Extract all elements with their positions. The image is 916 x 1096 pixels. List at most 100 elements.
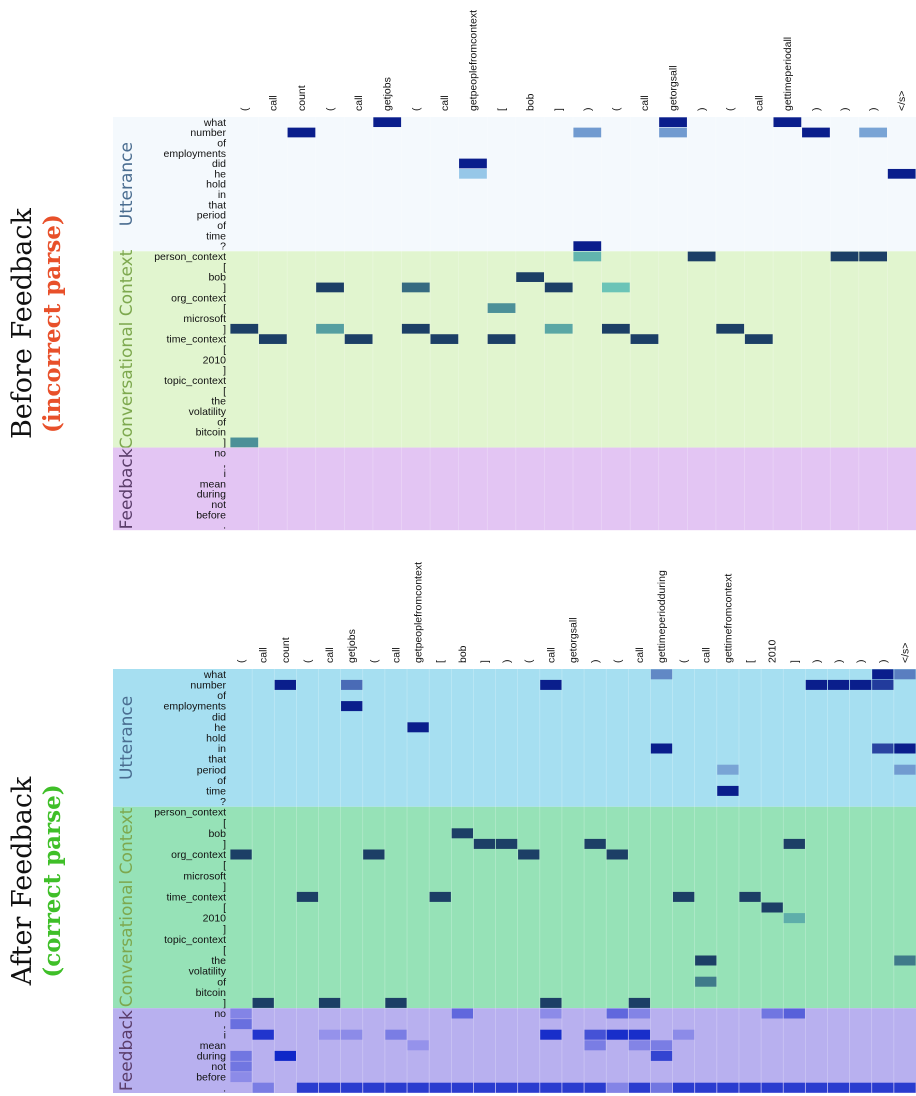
row-label: employments xyxy=(164,148,226,160)
heat-cell xyxy=(716,323,745,334)
column-label: </s> xyxy=(899,643,911,663)
row-label: employments xyxy=(164,701,226,713)
heat-cell xyxy=(894,955,916,966)
column-label: count xyxy=(280,637,292,663)
heat-cell xyxy=(650,669,673,680)
heat-cell xyxy=(318,1082,341,1093)
column-label: ) xyxy=(810,108,822,112)
heat-cell xyxy=(717,1082,739,1093)
heat-cell xyxy=(783,1008,805,1019)
row-label: ? xyxy=(220,796,226,808)
column-label: ) xyxy=(590,660,602,664)
row-label: [ xyxy=(223,860,226,872)
heat-cell xyxy=(230,1008,252,1019)
heat-cell xyxy=(230,849,252,860)
heat-cell xyxy=(761,1008,783,1019)
row-label: period xyxy=(197,210,226,222)
panel-title: After Feedback xyxy=(7,776,38,986)
heat-cell xyxy=(573,241,602,251)
heat-cell xyxy=(401,282,430,293)
section-label-1: Conversational Context xyxy=(117,249,137,449)
heat-cell xyxy=(687,251,716,262)
column-label: count xyxy=(296,85,308,111)
column-label: call xyxy=(753,95,765,111)
heat-cell xyxy=(872,743,894,754)
heat-cell xyxy=(584,838,606,849)
column-label: ) xyxy=(839,108,851,112)
row-label: number xyxy=(190,680,226,692)
column-label: [ xyxy=(496,108,508,111)
heat-cell xyxy=(584,1082,606,1093)
heat-cell xyxy=(430,334,459,344)
heat-cell xyxy=(717,785,739,796)
heat-cell xyxy=(672,1029,695,1040)
heat-cell xyxy=(783,913,805,924)
heat-cell xyxy=(584,1029,606,1040)
heat-cell xyxy=(540,997,562,1008)
row-label: , xyxy=(223,1019,226,1031)
row-label: , xyxy=(223,458,226,470)
heat-cell xyxy=(659,127,687,138)
heat-cell xyxy=(887,168,916,179)
heat-cell xyxy=(761,1082,783,1093)
heat-cell xyxy=(650,1040,673,1051)
heat-cell xyxy=(695,955,717,966)
heat-cell xyxy=(540,1082,562,1093)
heat-cell xyxy=(473,1082,496,1093)
row-label: ] xyxy=(223,323,226,335)
heat-cell xyxy=(628,1040,651,1051)
heat-cell xyxy=(487,334,516,344)
row-label: person_context xyxy=(154,251,226,263)
column-label: getpeoplefromcontext xyxy=(467,10,479,111)
column-label: ] xyxy=(479,660,491,663)
heat-cell xyxy=(744,334,773,344)
column-label: getjobs xyxy=(382,77,394,111)
row-label: org_context xyxy=(171,292,226,304)
heat-cell xyxy=(830,251,859,262)
heat-cell xyxy=(230,437,259,448)
column-label: 2010 xyxy=(767,639,779,663)
section-bg-1 xyxy=(230,251,916,448)
column-label: call xyxy=(390,647,402,663)
row-label: topic_context xyxy=(164,934,226,946)
row-label: ] xyxy=(223,839,226,851)
heat-cell xyxy=(407,1082,429,1093)
column-label: ( xyxy=(612,659,624,663)
row-label: 2010 xyxy=(203,354,227,366)
column-label: ] xyxy=(553,108,565,111)
section-bg-0 xyxy=(230,669,916,807)
section-band-2 xyxy=(113,1008,230,1093)
heat-cell xyxy=(606,1029,628,1040)
heat-cell xyxy=(341,1082,363,1093)
heat-cell xyxy=(252,997,274,1008)
heat-cell xyxy=(429,891,451,902)
section-label-2: Feedback xyxy=(117,1010,137,1091)
heat-cell xyxy=(606,849,628,860)
row-label: ] xyxy=(223,365,226,377)
row-label: . xyxy=(223,1082,226,1094)
section-bg-0 xyxy=(230,117,916,252)
heat-cell xyxy=(672,891,695,902)
row-label: mean xyxy=(200,1040,226,1052)
section-label-1: Conversational Context xyxy=(117,807,137,1007)
column-label: ( xyxy=(523,659,535,663)
column-label: gettimefromcontext xyxy=(722,574,734,663)
heat-cell xyxy=(230,1072,252,1083)
row-label: of xyxy=(217,220,226,232)
heat-cell xyxy=(859,127,888,138)
heat-cell xyxy=(761,902,783,913)
row-label: time_context xyxy=(166,334,226,346)
heat-cell xyxy=(518,1082,540,1093)
heat-cell xyxy=(495,1082,518,1093)
heat-cell xyxy=(894,669,916,680)
column-label: ( xyxy=(239,107,251,111)
row-label: bob xyxy=(208,272,226,284)
column-label: </s> xyxy=(896,91,908,111)
row-label: ] xyxy=(223,282,226,294)
row-label: bitcoin xyxy=(196,427,227,439)
row-label: he xyxy=(214,168,226,180)
column-label: gettimeperiodall xyxy=(782,37,794,111)
column-label: [ xyxy=(745,660,757,663)
before-feedback-heatmap: Utterancewhatnumberofemploymentsdidhehol… xyxy=(7,10,916,532)
row-label: volatility xyxy=(189,966,227,978)
